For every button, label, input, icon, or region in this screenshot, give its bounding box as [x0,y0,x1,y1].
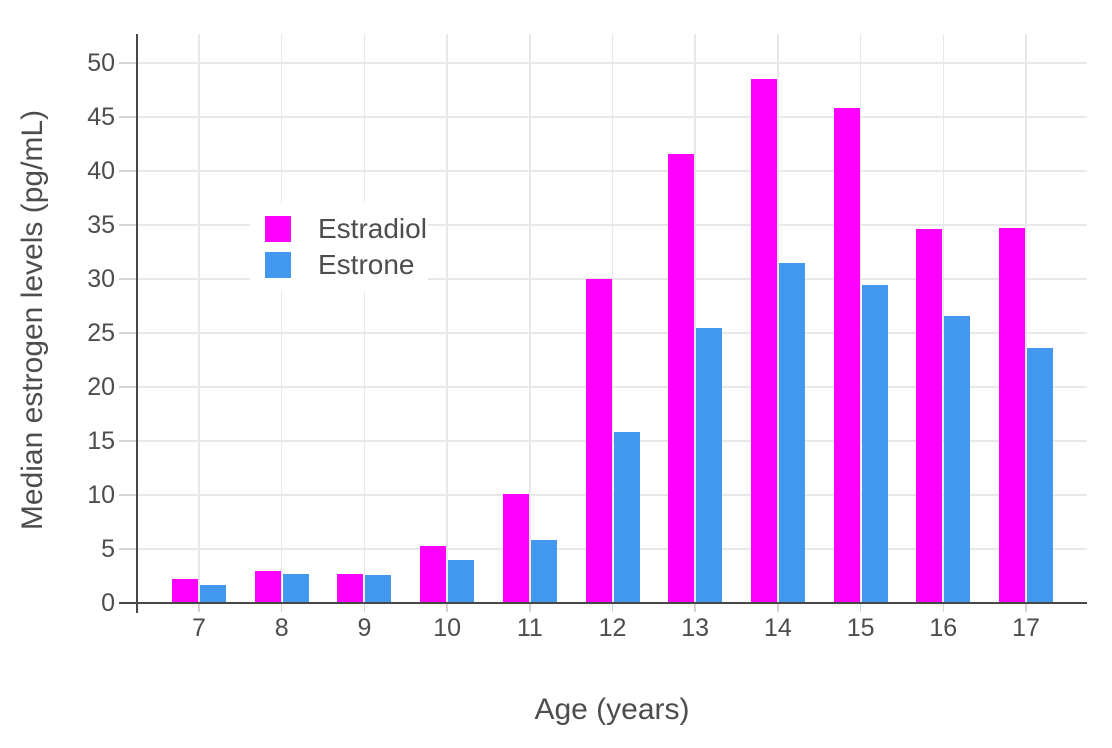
x-axis-tick-label-14: 14 [763,614,792,642]
bar-estradiol-age-14[interactable] [750,79,777,603]
x-tick-11 [529,603,531,612]
x-axis-tick-label-9: 9 [357,614,372,642]
x-axis-tick-label-7: 7 [192,614,206,642]
y-axis-title: Median estrogen levels (pg/mL) [16,109,49,531]
bar-estradiol-age-16[interactable] [916,229,943,603]
bar-estrone-age-11[interactable] [530,540,557,603]
y-tick-20 [119,386,137,388]
legend-label-estrone: Estrone [318,249,415,280]
x-axis-tick-label-16: 16 [929,614,958,642]
x-axis-tick-label-13: 13 [681,614,710,642]
y-tick-40 [119,170,137,172]
legend-item-estrone[interactable]: Estrone [265,247,415,283]
bar-estradiol-age-9[interactable] [337,573,364,603]
y-axis-line [136,34,138,613]
y-tick-50 [119,62,137,64]
y-tick-15 [119,440,137,442]
bar-estradiol-age-13[interactable] [668,153,695,603]
y-axis-tick-label-25: 25 [87,319,115,347]
bar-estrone-age-16[interactable] [944,315,971,603]
gridline-x-9 [363,34,366,603]
y-axis-tick-label-15: 15 [87,427,115,455]
x-tick-12 [611,603,614,612]
gridline-x-8 [280,34,283,603]
x-axis-tick-label-10: 10 [433,614,461,642]
bar-estrone-age-9[interactable] [365,574,392,603]
x-tick-13 [694,603,696,612]
x-tick-15 [859,603,862,612]
x-axis-tick-label-17: 17 [1012,614,1040,642]
bar-estrone-age-14[interactable] [778,262,805,603]
bar-estrone-age-7[interactable] [200,584,226,603]
bar-estrone-age-12[interactable] [613,432,640,603]
bar-estradiol-age-7[interactable] [172,579,198,603]
bar-estradiol-age-12[interactable] [585,279,612,603]
bar-estrone-age-15[interactable] [861,285,888,603]
x-axis-title: Age (years) [534,693,690,726]
bar-estradiol-age-8[interactable] [254,570,281,603]
legend: Estradiol Estrone [250,203,428,291]
x-axis-tick-label-11: 11 [516,614,543,642]
x-tick-10 [446,603,448,612]
y-tick-5 [119,548,137,550]
x-axis-tick-label-8: 8 [274,614,289,642]
y-axis-tick-label-40: 40 [87,157,115,185]
bar-estradiol-age-11[interactable] [502,493,529,603]
y-tick-10 [119,494,137,496]
bar-estradiol-age-15[interactable] [833,108,860,603]
legend-swatch-estradiol-icon [265,216,291,242]
x-tick-8 [280,603,283,612]
bar-estrone-age-17[interactable] [1027,348,1053,603]
y-tick-30 [119,278,137,280]
x-axis-tick-label-15: 15 [846,614,875,642]
legend-label-estradiol: Estradiol [318,213,427,244]
bar-estradiol-age-10[interactable] [420,545,447,603]
legend-swatch-estrone-icon [265,252,291,278]
y-axis-tick-label-10: 10 [87,481,115,509]
x-tick-7 [198,603,200,612]
bar-estradiol-age-17[interactable] [999,228,1025,603]
y-axis-tick-label-5: 5 [101,535,115,563]
gridline-x-12 [611,34,614,603]
gridline-x-10 [446,34,448,603]
x-tick-9 [363,603,366,612]
gridline-x-14 [777,34,779,603]
bar-estrone-age-8[interactable] [282,573,309,603]
y-axis-tick-label-35: 35 [87,211,115,239]
y-axis-tick-label-45: 45 [87,103,115,131]
x-tick-17 [1025,603,1027,612]
y-axis-tick-label-0: 0 [101,589,115,617]
gridline-x-17 [1025,34,1027,603]
gridline-x-11 [529,34,531,603]
y-tick-35 [119,224,137,226]
x-axis-tick-label-12: 12 [598,614,627,642]
legend-item-estradiol[interactable]: Estradiol [265,211,427,247]
y-axis-tick-label-20: 20 [87,373,115,401]
gridline-x-7 [198,34,200,603]
x-tick-14 [777,603,779,612]
gridline-x-15 [859,34,862,603]
bar-estrone-age-13[interactable] [696,327,723,603]
x-axis-line [119,602,1087,604]
y-tick-25 [119,332,137,334]
y-axis-tick-label-30: 30 [87,265,115,293]
gridline-x-16 [942,34,945,603]
y-tick-45 [119,116,137,118]
y-axis-tick-label-50: 50 [87,49,115,77]
bar-estrone-age-10[interactable] [448,559,475,603]
gridline-x-13 [694,34,696,603]
x-tick-16 [942,603,945,612]
